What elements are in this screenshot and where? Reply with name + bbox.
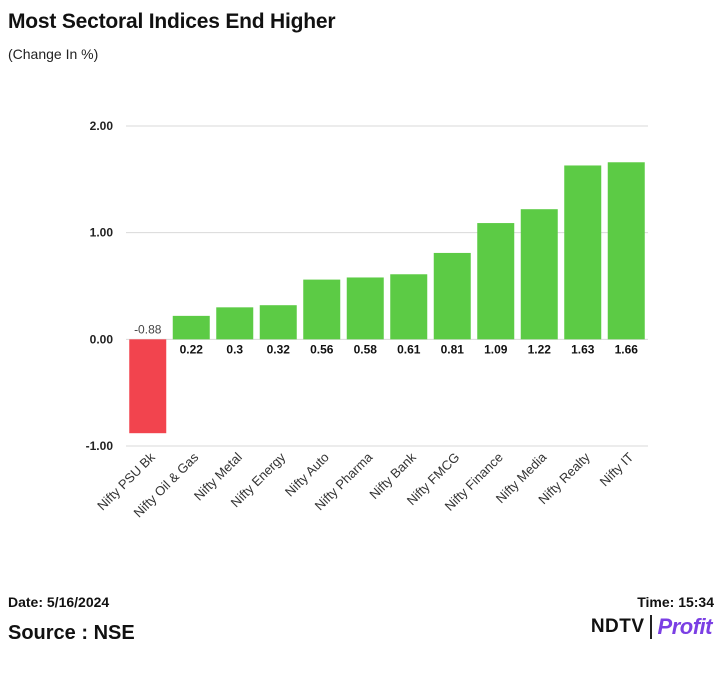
bar	[477, 223, 515, 340]
data-label: -0.88	[134, 322, 162, 336]
data-label: 1.63	[571, 342, 595, 356]
logo-divider	[649, 615, 652, 639]
bar	[216, 307, 254, 340]
time-label: Time: 15:34	[637, 594, 714, 610]
bar	[303, 279, 341, 340]
y-tick-label: 0.00	[90, 332, 114, 346]
x-tick-label: Nifty IT	[597, 449, 637, 489]
bar	[520, 209, 558, 340]
data-label: 0.61	[397, 342, 421, 356]
chart-title: Most Sectoral Indices End Higher	[8, 10, 336, 33]
data-label: 0.32	[267, 342, 291, 356]
bar	[433, 252, 471, 340]
data-label: 0.22	[180, 342, 204, 356]
y-tick-label: -1.00	[86, 439, 114, 453]
bar	[390, 274, 428, 340]
data-label: 0.3	[226, 342, 243, 356]
data-label: 0.81	[441, 342, 465, 356]
bar	[259, 305, 297, 340]
ndtv-profit-logo: NDTV Profit	[590, 614, 713, 640]
data-label: 0.58	[354, 342, 378, 356]
chart-subtitle: (Change In %)	[8, 46, 99, 62]
data-label: 0.56	[310, 342, 334, 356]
logo-profit-text: Profit	[657, 614, 713, 639]
logo-ndtv-text: NDTV	[590, 616, 645, 637]
bar	[172, 315, 210, 340]
data-label: 1.22	[528, 342, 552, 356]
y-tick-label: 2.00	[90, 119, 114, 133]
source-label: Source : NSE	[8, 622, 135, 644]
y-tick-label: 1.00	[90, 226, 114, 240]
bar	[346, 277, 384, 340]
bar	[129, 339, 167, 434]
date-label: Date: 5/16/2024	[8, 594, 110, 610]
data-label: 1.66	[615, 342, 639, 356]
bar	[607, 162, 645, 340]
data-label: 1.09	[484, 342, 508, 356]
bar	[564, 165, 602, 340]
